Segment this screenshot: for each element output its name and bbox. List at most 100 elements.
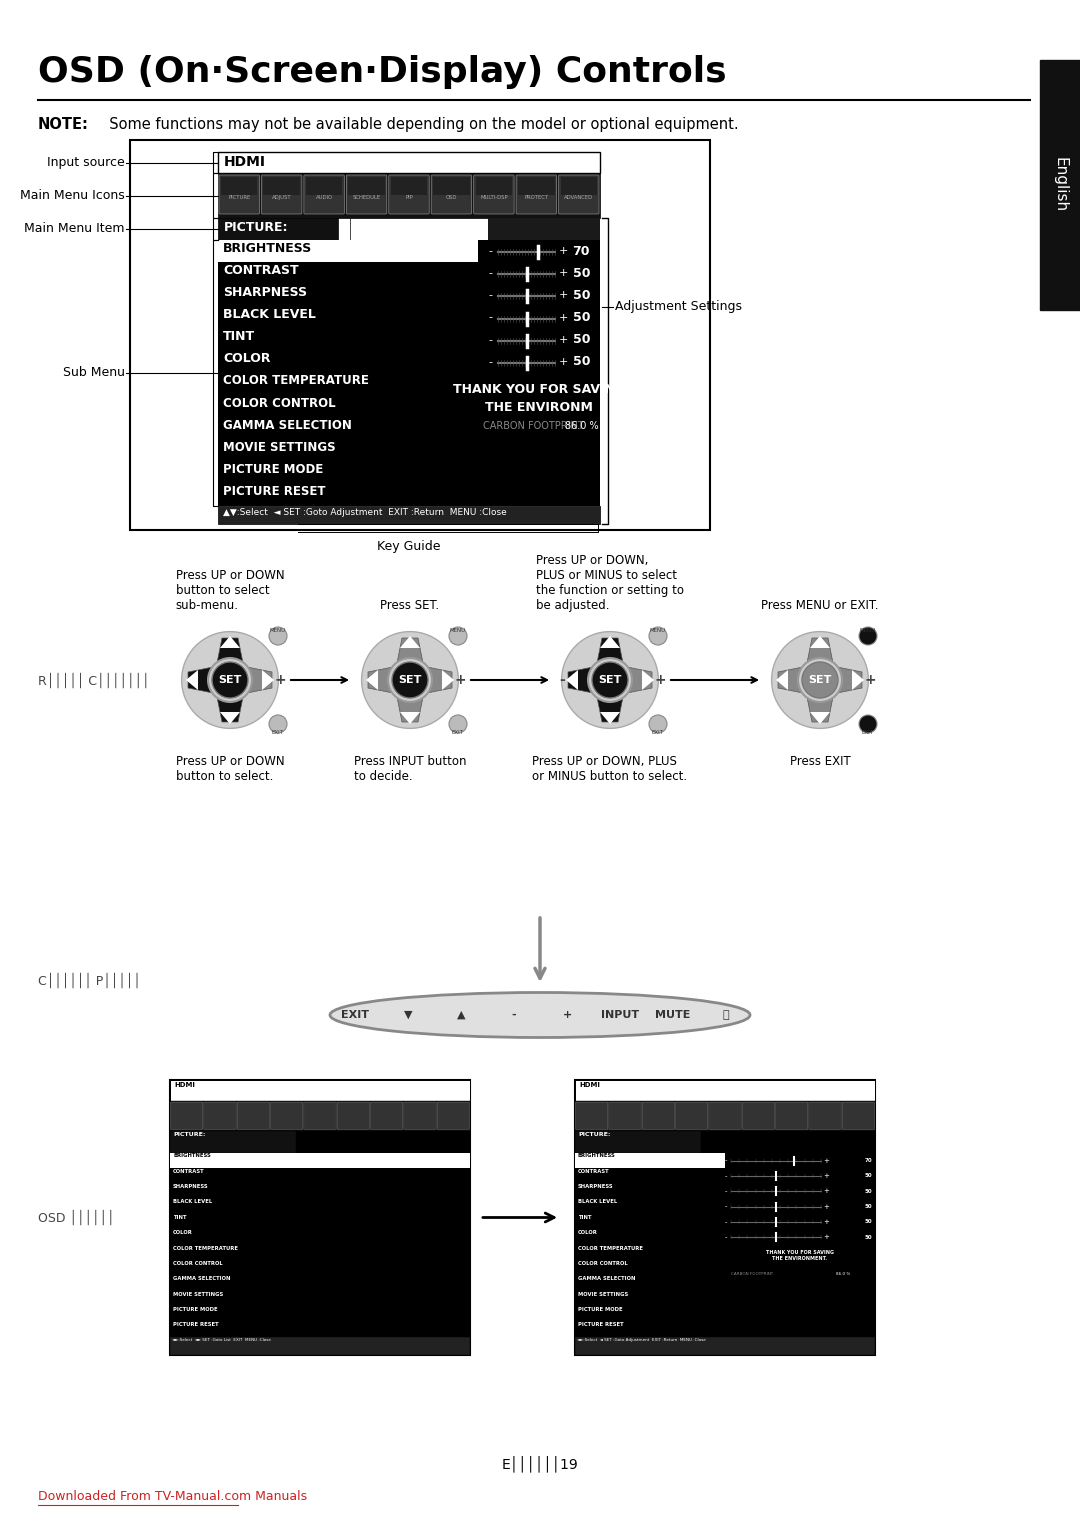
Text: -: - <box>559 672 565 688</box>
FancyBboxPatch shape <box>474 176 514 214</box>
Text: SET: SET <box>218 675 242 685</box>
Text: CONTRAST: CONTRAST <box>222 264 299 277</box>
Text: TINT: TINT <box>173 1215 187 1219</box>
Text: +: + <box>558 269 568 278</box>
Bar <box>575 1100 875 1131</box>
Text: MENU: MENU <box>270 628 286 633</box>
FancyBboxPatch shape <box>130 141 710 530</box>
Text: MENU: MENU <box>650 628 666 633</box>
Polygon shape <box>778 666 808 694</box>
Text: Press UP or DOWN
button to select
sub-menu.: Press UP or DOWN button to select sub-me… <box>176 568 284 613</box>
Bar <box>575 1337 875 1355</box>
Text: -: - <box>725 1189 727 1195</box>
Text: PICTURE MODE: PICTURE MODE <box>173 1306 218 1313</box>
Ellipse shape <box>330 993 750 1038</box>
Polygon shape <box>622 666 652 694</box>
Text: MOVIE SETTINGS: MOVIE SETTINGS <box>222 442 336 454</box>
Text: 50: 50 <box>572 333 590 347</box>
Polygon shape <box>188 666 218 694</box>
Circle shape <box>449 715 467 733</box>
Text: NOTE:: NOTE: <box>38 118 89 131</box>
Bar <box>218 240 478 263</box>
Text: -: - <box>488 335 492 345</box>
Text: Key Guide: Key Guide <box>377 539 441 553</box>
Circle shape <box>269 626 287 645</box>
FancyBboxPatch shape <box>609 1102 642 1129</box>
Polygon shape <box>600 636 620 648</box>
FancyBboxPatch shape <box>370 1102 403 1129</box>
Text: +: + <box>455 672 465 688</box>
Text: +: + <box>563 1010 571 1021</box>
Text: Press EXIT: Press EXIT <box>789 755 850 769</box>
Text: PICTURE MODE: PICTURE MODE <box>578 1306 623 1313</box>
Bar <box>170 1337 470 1355</box>
Polygon shape <box>400 636 420 648</box>
Circle shape <box>798 659 842 701</box>
FancyBboxPatch shape <box>809 1102 841 1129</box>
Text: E││││││19: E││││││19 <box>501 1455 579 1471</box>
FancyBboxPatch shape <box>575 1080 875 1355</box>
FancyBboxPatch shape <box>842 1102 875 1129</box>
Circle shape <box>392 662 428 698</box>
Bar <box>218 173 600 219</box>
Text: 86.0 %: 86.0 % <box>836 1271 850 1276</box>
Text: ◄►:Select  ◄ SET :Goto Adjustment  EXIT :Return  MENU :Close: ◄►:Select ◄ SET :Goto Adjustment EXIT :R… <box>577 1339 705 1342</box>
Text: BRIGHTNESS: BRIGHTNESS <box>578 1154 616 1158</box>
Text: SET: SET <box>598 675 622 685</box>
Circle shape <box>269 715 287 733</box>
Text: COLOR: COLOR <box>173 1230 193 1235</box>
Text: +: + <box>823 1189 829 1195</box>
FancyBboxPatch shape <box>708 1102 741 1129</box>
Circle shape <box>449 626 467 645</box>
FancyBboxPatch shape <box>219 176 259 214</box>
Text: OSD: OSD <box>446 196 457 200</box>
Polygon shape <box>442 669 454 691</box>
Polygon shape <box>220 712 240 724</box>
Polygon shape <box>368 666 399 694</box>
Text: R│││││ C│││││││: R│││││ C│││││││ <box>38 672 149 688</box>
Ellipse shape <box>362 631 458 729</box>
Text: CONTRAST: CONTRAST <box>173 1169 204 1174</box>
FancyBboxPatch shape <box>437 1102 470 1129</box>
Text: SET: SET <box>808 675 832 685</box>
Text: EXIT: EXIT <box>453 730 464 735</box>
Text: EXIT: EXIT <box>341 1010 369 1021</box>
Bar <box>170 1131 470 1337</box>
Text: +: + <box>864 672 876 688</box>
FancyBboxPatch shape <box>238 1102 270 1129</box>
FancyBboxPatch shape <box>303 1102 336 1129</box>
Text: +: + <box>823 1219 829 1225</box>
Text: OSD (On·Screen·Display) Controls: OSD (On·Screen·Display) Controls <box>38 55 727 89</box>
Text: SHARPNESS: SHARPNESS <box>222 286 307 299</box>
Text: THANK YOU FOR SAVING: THANK YOU FOR SAVING <box>453 384 625 396</box>
Text: -: - <box>725 1235 727 1241</box>
Bar <box>338 219 350 240</box>
Text: SHARPNESS: SHARPNESS <box>578 1184 613 1189</box>
Text: +: + <box>274 672 286 688</box>
Text: Main Menu Item: Main Menu Item <box>25 223 125 235</box>
Circle shape <box>592 662 627 698</box>
FancyBboxPatch shape <box>170 1080 470 1355</box>
Polygon shape <box>366 669 378 691</box>
Polygon shape <box>810 712 831 724</box>
Text: 50: 50 <box>864 1204 872 1209</box>
Text: Press INPUT button
to decide.: Press INPUT button to decide. <box>354 755 467 782</box>
Text: PICTURE RESET: PICTURE RESET <box>578 1322 623 1328</box>
Text: INPUT: INPUT <box>600 1010 639 1021</box>
Ellipse shape <box>771 631 868 729</box>
FancyBboxPatch shape <box>337 1102 369 1129</box>
Text: SHARPNESS: SHARPNESS <box>173 1184 208 1189</box>
Text: PICTURE: PICTURE <box>228 196 251 200</box>
Text: ▼: ▼ <box>404 1010 413 1021</box>
Text: Main Menu Icons: Main Menu Icons <box>21 189 125 202</box>
Bar <box>306 177 342 196</box>
Text: +: + <box>558 246 568 257</box>
Polygon shape <box>262 669 274 691</box>
Text: ▲: ▲ <box>457 1010 465 1021</box>
Text: -: - <box>725 1219 727 1225</box>
Text: 50: 50 <box>572 267 590 280</box>
Text: +: + <box>558 290 568 301</box>
Text: 50: 50 <box>864 1174 872 1178</box>
FancyBboxPatch shape <box>171 1102 203 1129</box>
Text: MOVIE SETTINGS: MOVIE SETTINGS <box>173 1291 224 1297</box>
